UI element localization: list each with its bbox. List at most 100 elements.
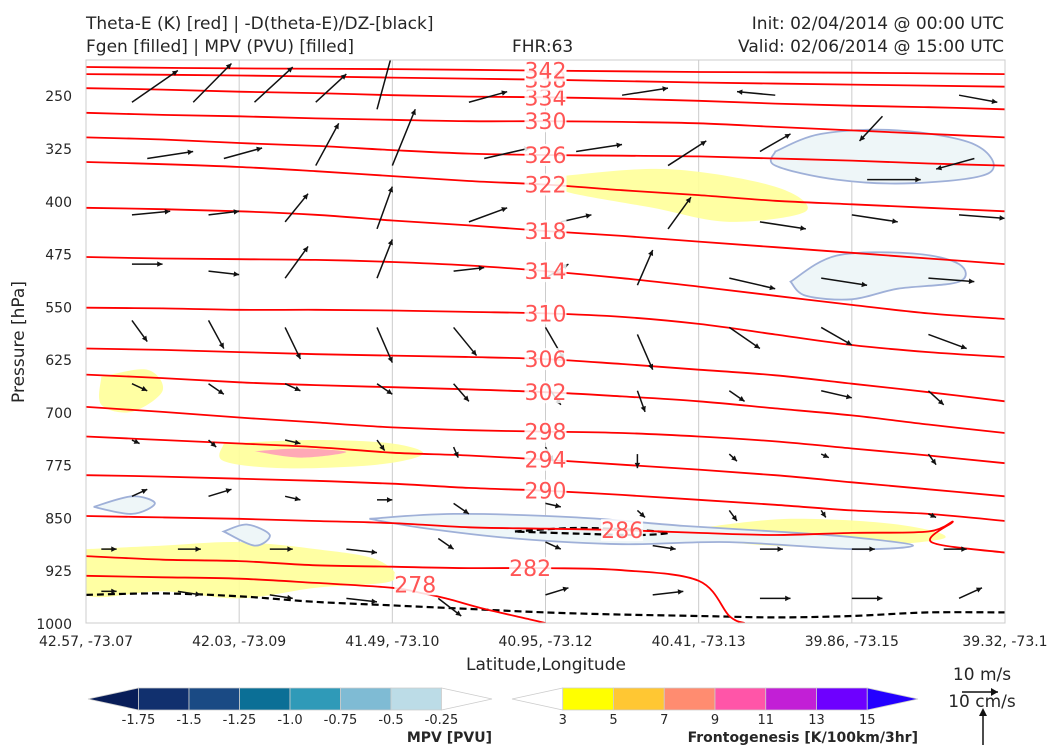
wind-vector-head — [387, 239, 393, 246]
wind-vector — [728, 326, 761, 350]
wind-vector — [545, 586, 569, 596]
wind-vector-head — [999, 215, 1005, 221]
x-tick-label: 42.57, -73.07 — [39, 634, 133, 650]
wind-vector-shaft — [820, 326, 853, 346]
wind-vector-head — [960, 344, 967, 350]
wind-vector-head — [861, 281, 868, 288]
vector-scale-key: 10 m/s 10 cm/s — [948, 665, 1016, 745]
y-tick-label: 1000 — [36, 617, 72, 633]
wind-vector — [728, 509, 738, 522]
mpv-region — [769, 128, 995, 185]
wind-vector — [636, 334, 654, 370]
wind-vector-head — [859, 135, 866, 141]
wind-vector-shaft — [759, 221, 806, 230]
wind-vector — [728, 390, 746, 402]
theta-e-label-bg — [524, 173, 567, 196]
wind-vector-head — [141, 386, 148, 392]
fgen-colorbar-tick-label: 7 — [660, 713, 668, 728]
wind-vector — [284, 383, 301, 392]
fgen-region — [86, 542, 397, 599]
wind-vector-shaft — [376, 186, 394, 230]
theta-e-label-bg — [509, 557, 552, 580]
wind-vector-shaft — [636, 249, 654, 286]
wind-vector-shaft — [284, 193, 309, 223]
wind-vector — [545, 502, 561, 509]
vector-scale-w-label: 10 cm/s — [948, 692, 1016, 712]
wind-vector-head — [210, 441, 217, 448]
mpv-colorbar-swatch — [289, 687, 341, 711]
wind-vector-head — [133, 438, 140, 444]
wind-vector — [376, 60, 392, 110]
vector-scale-w-head — [979, 708, 987, 716]
wind-vector — [269, 546, 293, 552]
wind-vector — [131, 438, 140, 445]
wind-vector-head — [111, 588, 117, 595]
wind-vector-head — [233, 271, 240, 277]
wind-vector — [208, 209, 240, 216]
wind-vector — [131, 69, 179, 103]
fgen-colorbar-swatch — [816, 687, 868, 711]
wind-vector-shaft — [131, 210, 171, 216]
theta-e-label-bg — [601, 519, 644, 542]
wind-vector-shaft — [284, 246, 309, 279]
title-left-2: Fgen [filled] | MPV (PVU) [filled] — [86, 37, 355, 57]
wind-vector — [208, 383, 225, 395]
wind-vector-head — [737, 89, 743, 95]
mpv-colorbar-tick-label: -1.5 — [176, 713, 201, 728]
wind-vector-head — [471, 349, 477, 356]
theta-e-label-bg — [524, 220, 567, 243]
theta-e-label-bg — [524, 381, 567, 404]
wind-vector-shaft — [192, 62, 233, 103]
wind-vector — [636, 509, 646, 518]
y-tick-label: 400 — [45, 195, 72, 211]
wind-vector-head — [677, 589, 684, 595]
wind-vector — [131, 319, 148, 342]
wind-vector-shaft — [958, 214, 1005, 220]
wind-vector-head — [562, 586, 569, 592]
theta-e-label: 310 — [525, 302, 567, 327]
wind-vector-head — [769, 284, 776, 291]
y-tick-label: 700 — [45, 406, 72, 422]
wind-vector — [208, 488, 232, 498]
wind-vector-head — [371, 549, 377, 555]
wind-vector-head — [462, 508, 469, 514]
wind-vector-shaft — [935, 157, 975, 170]
wind-vector-head — [753, 343, 760, 349]
y-tick-label: 325 — [45, 142, 72, 158]
wind-vector-head — [195, 591, 201, 597]
wind-vector — [131, 209, 171, 216]
fgen-colorbar-tick-label: 5 — [609, 713, 617, 728]
x-tick-label: 42.03, -73.09 — [192, 634, 286, 650]
wind-vector — [376, 327, 394, 363]
x-tick-label: 40.95, -73.12 — [498, 634, 592, 650]
wind-vector-head — [930, 512, 937, 518]
wind-vector — [545, 541, 562, 550]
wind-vector — [284, 193, 309, 223]
wind-vector-head — [845, 339, 852, 346]
wind-vector — [851, 546, 875, 552]
wind-vector-head — [478, 265, 485, 271]
wind-vector-head — [639, 511, 646, 518]
theta-e-label-bg — [524, 348, 567, 371]
wind-vector-head — [822, 452, 829, 458]
y-tick-label: 850 — [45, 511, 72, 527]
wind-vector — [935, 157, 975, 171]
wind-vector — [177, 546, 201, 552]
wind-vector-head — [164, 209, 171, 215]
theta-e-label: 342 — [525, 60, 567, 85]
wind-vector-head — [217, 389, 224, 395]
wind-vector — [208, 439, 217, 448]
wind-vector-head — [936, 165, 942, 171]
wind-vector-head — [616, 142, 623, 148]
wind-vector-head — [386, 497, 393, 503]
wind-vector — [177, 590, 201, 597]
wind-vector — [958, 94, 998, 104]
mpv-colorbar-swatch — [87, 687, 139, 711]
wind-vector — [376, 383, 393, 395]
wind-vector — [821, 390, 852, 400]
wind-vector-shaft — [284, 327, 302, 360]
theta-e-contour — [86, 555, 745, 623]
fgen-colorbar-tick-label: 15 — [859, 713, 876, 728]
mpv-colorbar-swatch — [188, 687, 240, 711]
